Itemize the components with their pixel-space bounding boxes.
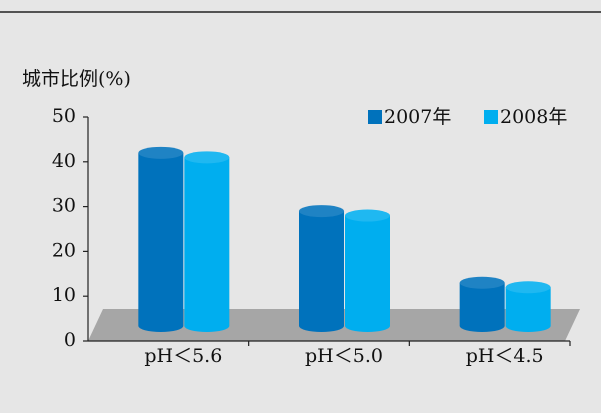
- y-tick-label: 10: [52, 284, 76, 306]
- bar-top: [184, 151, 230, 164]
- x-tick-label: pH＜5.0: [305, 345, 383, 367]
- bar-top: [138, 146, 184, 159]
- y-tick-label: 0: [64, 329, 76, 351]
- bar: [345, 215, 390, 332]
- y-tick-label: 40: [52, 150, 76, 172]
- legend-label: 2008年: [500, 106, 567, 128]
- x-tick-label: pH＜4.5: [466, 345, 544, 367]
- bar: [459, 282, 505, 332]
- x-tick-label: pH＜5.6: [144, 345, 222, 367]
- bar: [299, 211, 344, 332]
- bar-top: [459, 276, 505, 289]
- y-tick-label: 20: [52, 239, 76, 261]
- y-tick-label: 50: [52, 105, 76, 127]
- legend-swatch: [368, 110, 382, 124]
- bar-top: [505, 281, 551, 294]
- bar-top: [299, 205, 344, 218]
- legend-label: 2007年: [384, 106, 451, 128]
- bar-top: [345, 209, 390, 222]
- legend-swatch: [484, 110, 498, 124]
- bar: [138, 152, 184, 332]
- bar: [184, 157, 230, 332]
- y-axis-label: 城市比例(%): [22, 68, 131, 90]
- y-tick-label: 30: [52, 195, 76, 217]
- bar: [505, 287, 551, 333]
